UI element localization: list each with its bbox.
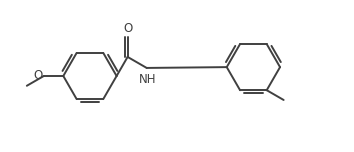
Text: O: O <box>123 22 132 35</box>
Text: O: O <box>33 69 42 83</box>
Text: NH: NH <box>139 73 156 86</box>
